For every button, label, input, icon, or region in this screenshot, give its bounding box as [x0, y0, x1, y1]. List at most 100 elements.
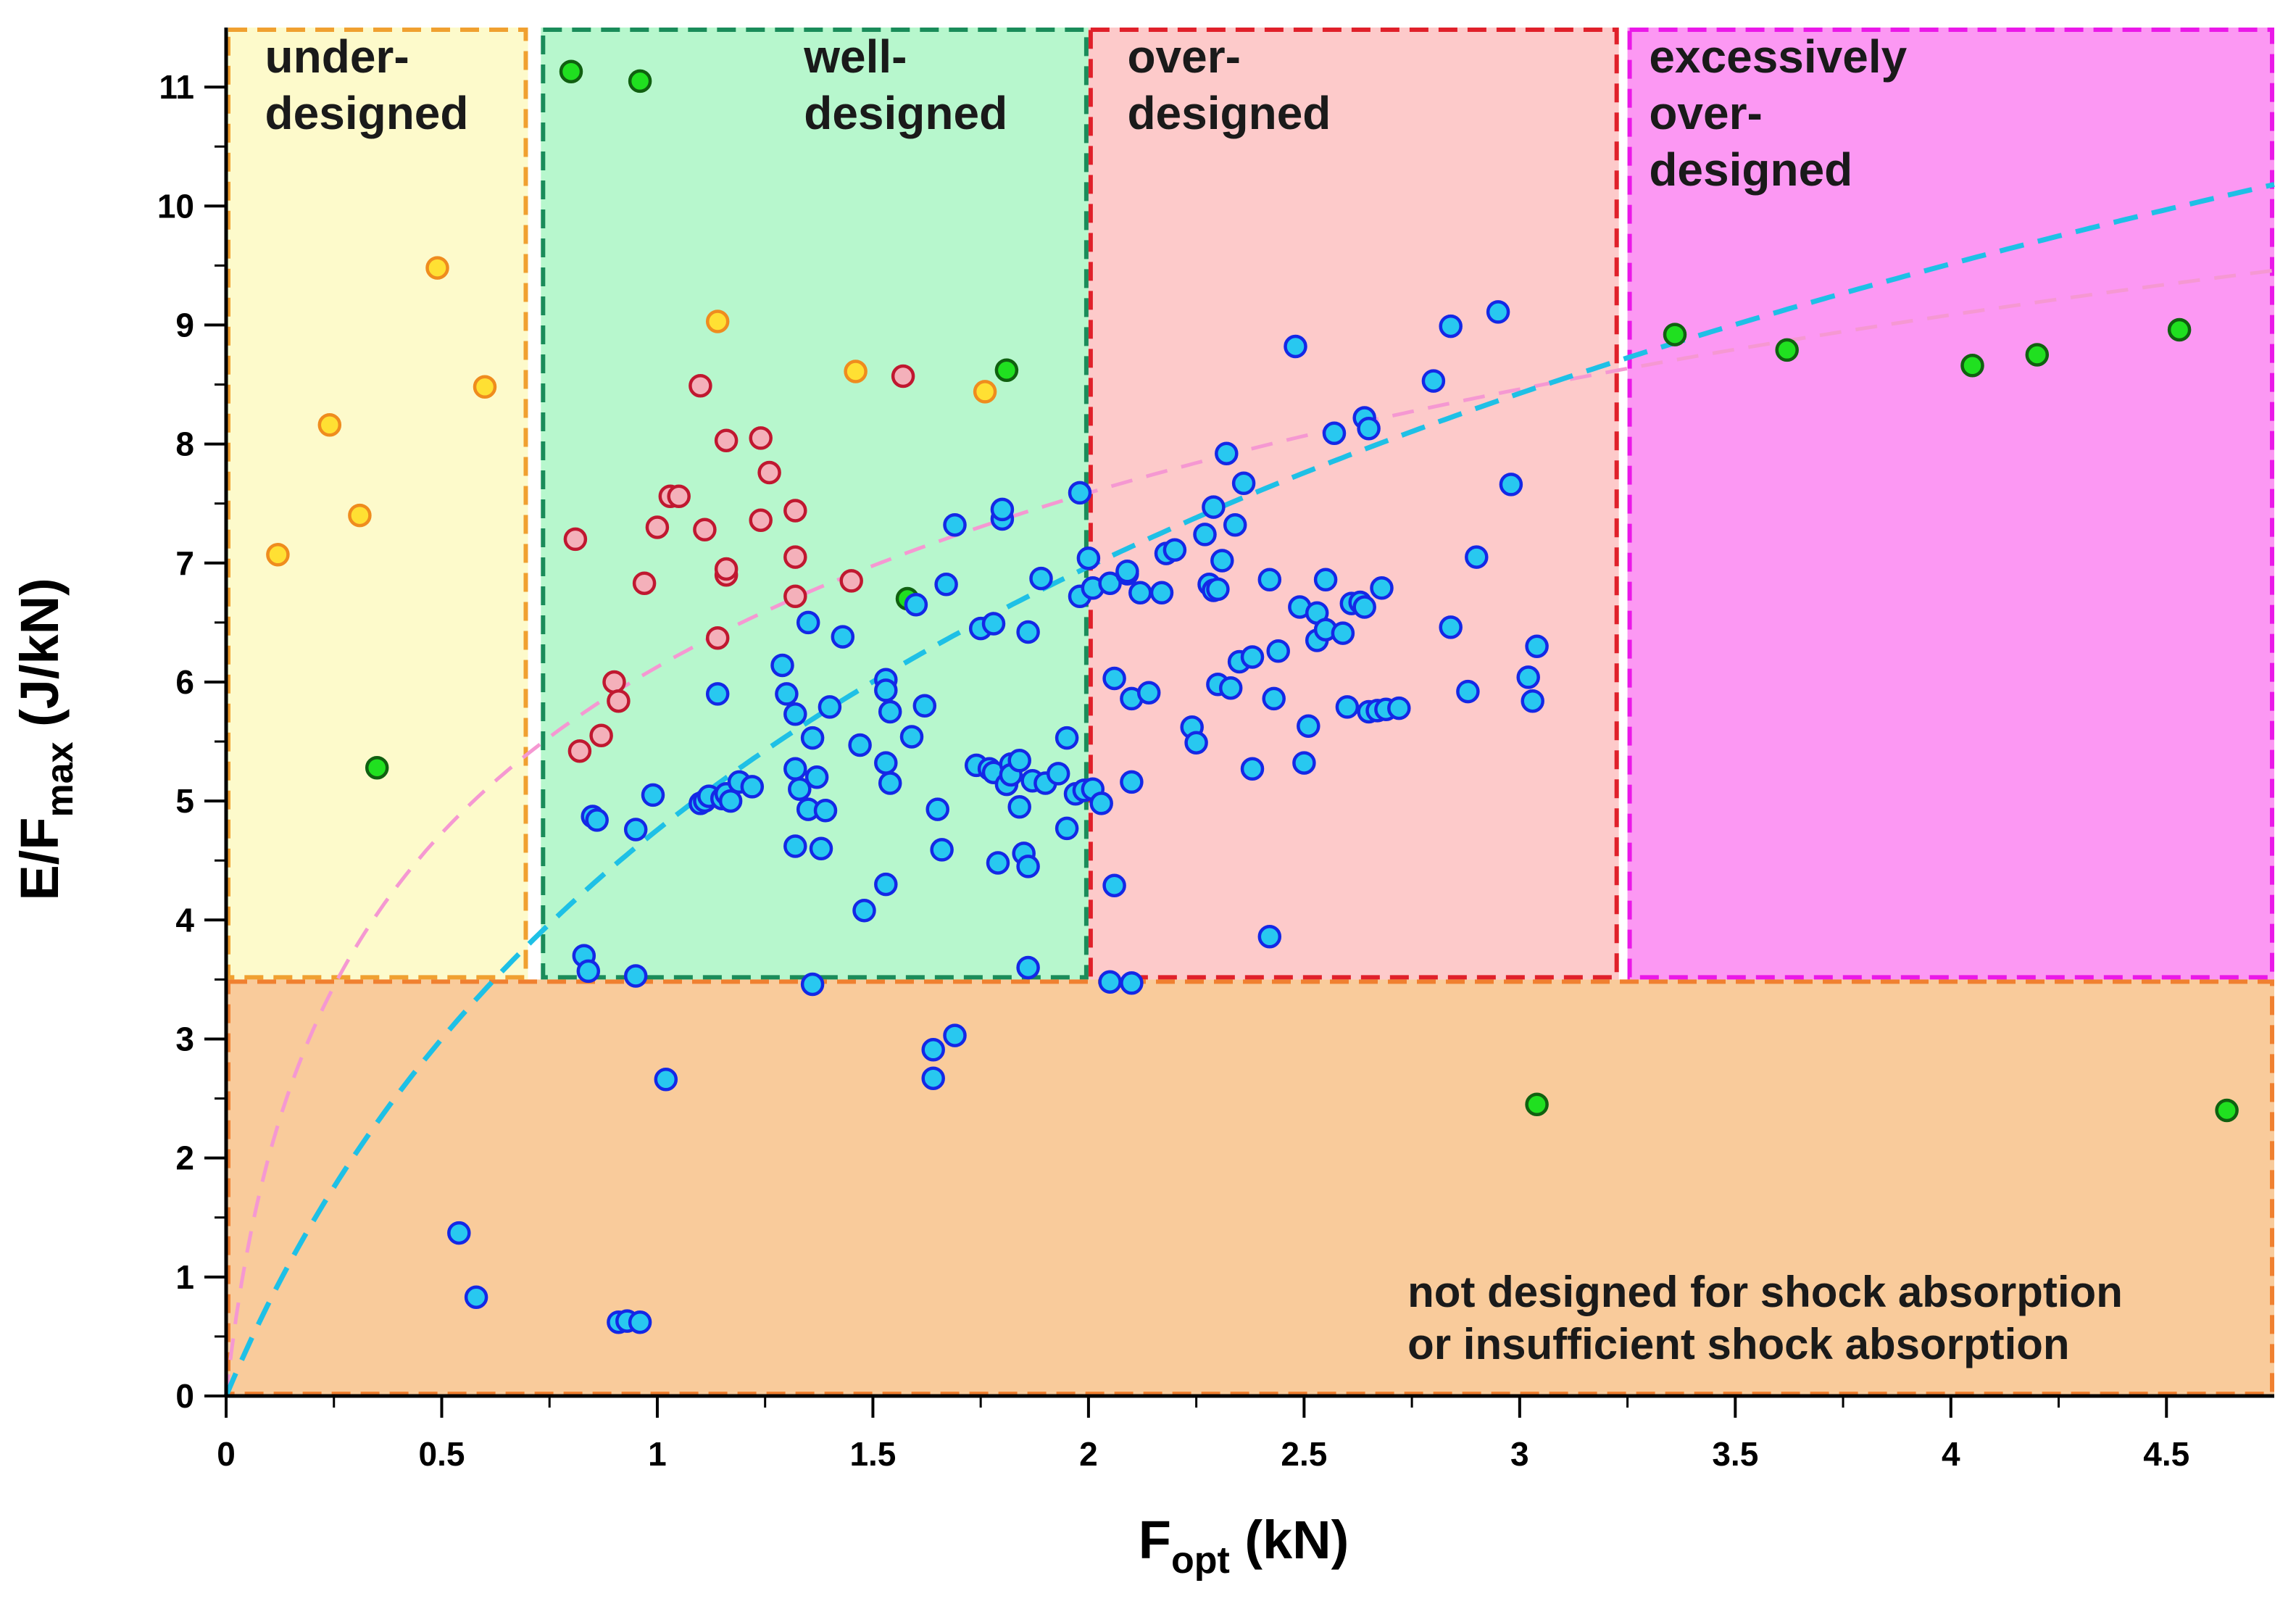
data-point	[1007, 749, 1031, 773]
data-point	[1421, 369, 1446, 393]
data-point	[818, 695, 842, 719]
region-over-designed	[1088, 28, 1619, 980]
data-point	[1439, 615, 1463, 639]
data-point	[1102, 873, 1126, 897]
data-point	[1284, 334, 1307, 359]
x-axis-title-unit: (kN)	[1230, 1510, 1349, 1570]
data-point	[705, 682, 730, 706]
data-point	[1292, 751, 1316, 775]
data-point	[1128, 581, 1152, 605]
data-point	[899, 725, 924, 749]
data-point	[921, 1038, 945, 1062]
x-tick-label: 2	[1079, 1435, 1098, 1473]
data-point	[1120, 770, 1144, 794]
data-point	[1516, 665, 1540, 689]
data-point	[831, 625, 855, 649]
data-point	[1098, 970, 1122, 994]
data-point	[567, 739, 592, 763]
data-point	[1102, 666, 1126, 691]
region-not-designed-for-shock-absorption	[226, 979, 2274, 1396]
data-point	[912, 694, 937, 718]
data-point	[2167, 317, 2192, 342]
x-tick-label: 4	[1942, 1435, 1960, 1473]
x-tick-label: 0	[217, 1435, 236, 1473]
data-point	[654, 1068, 678, 1092]
note-label: not designed for shock absorption or insu…	[1407, 1268, 2123, 1368]
data-point	[447, 1221, 471, 1245]
data-point	[783, 834, 807, 858]
data-point	[1029, 566, 1053, 591]
data-point	[1136, 681, 1161, 705]
data-point	[718, 789, 743, 813]
series-1	[266, 256, 997, 567]
data-point	[783, 545, 807, 569]
data-point	[749, 508, 773, 532]
region-border-under-designed	[226, 28, 528, 980]
data-point	[464, 1285, 488, 1309]
data-point	[1016, 620, 1040, 644]
zone-label-under-designed: under-designed	[265, 30, 469, 139]
data-point	[714, 557, 739, 581]
data-point	[1120, 971, 1144, 995]
data-point	[800, 972, 825, 997]
plot-regions	[226, 28, 2274, 1397]
data-point	[1162, 538, 1187, 562]
data-point	[1387, 696, 1411, 720]
data-point	[1210, 549, 1234, 573]
data-points	[266, 59, 2239, 1334]
data-point	[839, 569, 863, 593]
data-point	[848, 733, 872, 757]
data-point	[266, 543, 290, 567]
data-point	[1193, 523, 1217, 547]
data-point	[645, 515, 670, 539]
series-2	[563, 364, 915, 763]
data-point	[1149, 581, 1174, 605]
data-point	[1055, 816, 1079, 841]
data-point	[1352, 595, 1376, 619]
data-point	[800, 726, 825, 750]
data-point	[602, 670, 626, 694]
data-point	[757, 460, 781, 485]
zone-label-over-designed: over-designed	[1127, 30, 1331, 139]
zone-label-well-designed: well-designed	[803, 30, 1007, 139]
y-tick-label: 3	[175, 1020, 194, 1057]
data-point	[934, 573, 958, 597]
y-axis-title-unit: (J/kN)	[9, 578, 70, 741]
data-point	[1262, 686, 1286, 711]
data-point	[1465, 545, 1489, 569]
zone-label-line: excessively	[1649, 30, 1907, 83]
fit-curve-2	[223, 182, 2275, 1397]
data-point	[788, 777, 812, 801]
data-point	[365, 755, 389, 780]
data-point	[576, 959, 601, 984]
data-point	[705, 626, 730, 650]
data-point	[1184, 731, 1208, 755]
data-point	[878, 699, 902, 724]
data-point	[1525, 1092, 1549, 1117]
data-point	[783, 702, 807, 726]
y-tick-label: 6	[175, 663, 194, 701]
data-point	[874, 872, 898, 897]
y-tick-label: 5	[175, 782, 194, 820]
zone-label-excessively-over-designed: excessively over-designed	[1649, 30, 1907, 196]
data-point	[1357, 417, 1381, 441]
data-point	[844, 360, 868, 383]
region-border-well-designed	[541, 28, 1089, 980]
data-point	[1331, 621, 1355, 645]
y-tick-label: 0	[175, 1377, 194, 1415]
y-axis-title: E/Fmax (J/kN)	[9, 578, 81, 900]
data-point	[981, 612, 1006, 636]
data-point	[973, 380, 997, 404]
data-point	[783, 584, 807, 609]
data-point	[874, 751, 898, 775]
fit-curves	[223, 182, 2275, 1397]
data-point	[852, 898, 876, 923]
data-point	[607, 689, 631, 713]
data-point	[632, 571, 657, 595]
data-point	[1525, 634, 1549, 658]
y-tick-label: 4	[175, 901, 194, 939]
data-point	[667, 484, 691, 509]
data-point	[986, 851, 1010, 875]
data-point	[770, 653, 794, 678]
